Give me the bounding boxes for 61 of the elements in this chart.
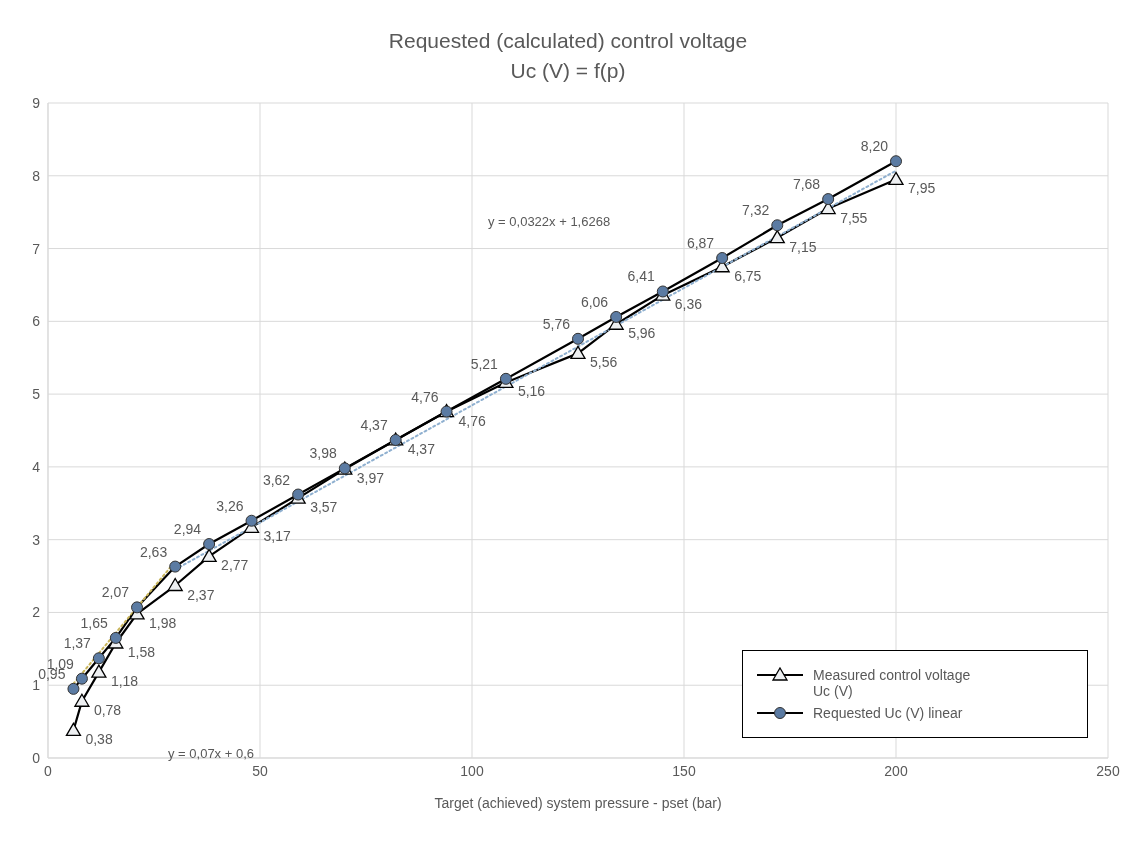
x-tick-label: 100 bbox=[460, 762, 484, 779]
data-label: 5,56 bbox=[590, 354, 618, 371]
data-label: 5,16 bbox=[517, 383, 546, 400]
x-axis-title: Target (achieved) system pressure - pset (bar) bbox=[434, 795, 722, 811]
data-label: 1,58 bbox=[127, 644, 156, 661]
data-label: 2,07 bbox=[101, 584, 130, 601]
data-label: 4,76 bbox=[411, 388, 439, 405]
data-label: 3,62 bbox=[262, 471, 291, 488]
y-tick-label: 0 bbox=[32, 749, 41, 766]
data-label: 3,97 bbox=[356, 470, 385, 487]
data-label: 6,06 bbox=[580, 293, 609, 310]
data-label: 5,96 bbox=[628, 325, 656, 342]
y-tick-label: 2 bbox=[32, 604, 41, 621]
data-label: 7,15 bbox=[789, 238, 817, 255]
x-tick-label: 200 bbox=[884, 762, 908, 779]
data-label: 5,76 bbox=[542, 315, 571, 332]
data-label: 1,18 bbox=[110, 673, 139, 690]
data-label: 1,37 bbox=[63, 635, 92, 652]
x-tick-label: 50 bbox=[252, 762, 268, 779]
data-label: 2,77 bbox=[221, 557, 249, 574]
data-label: 3,57 bbox=[310, 499, 338, 516]
legend-label: Measured control voltage Uc (V) bbox=[813, 667, 972, 699]
data-label: 1,65 bbox=[80, 614, 109, 631]
data-label: 4,37 bbox=[407, 440, 436, 457]
data-label: 6,41 bbox=[627, 268, 656, 285]
y-tick-label: 6 bbox=[32, 313, 41, 330]
data-label: 7,68 bbox=[792, 176, 821, 193]
y-tick-label: 5 bbox=[32, 386, 41, 403]
data-label: 8,20 bbox=[860, 138, 889, 155]
data-label: 3,26 bbox=[216, 497, 244, 514]
data-label: 1,09 bbox=[46, 655, 75, 672]
data-label: 2,94 bbox=[173, 521, 202, 538]
annotation: y = 0,0322x + 1,6268 bbox=[488, 214, 611, 229]
chart-subtitle: Uc (V) = f(p) bbox=[509, 58, 627, 84]
annotation: y = 0,07x + 0,6 bbox=[168, 746, 255, 761]
x-tick-label: 0 bbox=[44, 762, 53, 779]
data-label: 1,98 bbox=[149, 614, 177, 631]
y-tick-label: 8 bbox=[32, 167, 41, 184]
data-label: 7,95 bbox=[908, 180, 936, 197]
legend-label: Requested Uc (V) linear bbox=[813, 705, 964, 721]
data-label: 6,87 bbox=[686, 235, 715, 252]
data-label: 7,32 bbox=[742, 202, 770, 219]
y-tick-label: 7 bbox=[32, 240, 41, 257]
data-label: 3,17 bbox=[263, 528, 291, 545]
data-label: 7,55 bbox=[840, 209, 868, 226]
data-label: 2,37 bbox=[187, 586, 215, 603]
y-tick-label: 9 bbox=[32, 94, 41, 111]
data-label: 6,36 bbox=[674, 296, 703, 313]
chart-title: Requested (calculated) control voltage bbox=[387, 28, 749, 54]
data-label: 4,76 bbox=[458, 412, 487, 429]
data-label: 0,78 bbox=[93, 702, 122, 719]
data-label: 3,98 bbox=[309, 445, 338, 462]
x-tick-label: 250 bbox=[1096, 762, 1120, 779]
data-label: 6,75 bbox=[734, 267, 762, 284]
x-tick-label: 150 bbox=[672, 762, 696, 779]
data-label: 0,38 bbox=[85, 731, 113, 748]
data-label: 2,63 bbox=[139, 543, 168, 560]
data-label: 5,21 bbox=[470, 355, 499, 372]
y-tick-label: 3 bbox=[32, 531, 41, 548]
y-tick-label: 4 bbox=[32, 458, 41, 475]
data-label: 4,37 bbox=[360, 416, 388, 433]
